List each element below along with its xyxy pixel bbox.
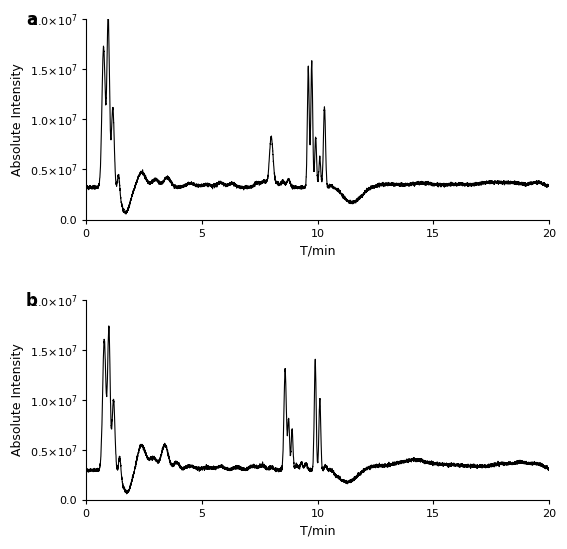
- Text: a: a: [26, 11, 37, 29]
- Y-axis label: Absolute Intensity: Absolute Intensity: [11, 63, 24, 176]
- X-axis label: T/min: T/min: [300, 525, 335, 538]
- X-axis label: T/min: T/min: [300, 244, 335, 257]
- Y-axis label: Absolute Intensity: Absolute Intensity: [11, 344, 24, 456]
- Text: b: b: [26, 292, 38, 310]
